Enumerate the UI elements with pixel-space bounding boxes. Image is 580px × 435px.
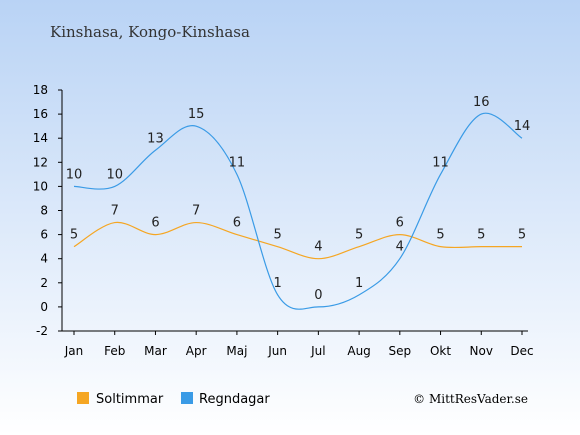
legend: Soltimmar Regndagar — [77, 392, 270, 407]
x-tick-label: Aug — [347, 344, 370, 358]
data-label-soltimmar: 4 — [314, 240, 322, 255]
y-tick-label: 6 — [40, 228, 48, 242]
legend-label-regndagar: Regndagar — [199, 392, 270, 407]
data-label-soltimmar: 7 — [192, 204, 200, 219]
series-line-regndagar — [73, 112, 523, 310]
y-tick-label: 4 — [40, 252, 48, 266]
y-tick-label: 12 — [33, 155, 48, 169]
data-label-regndagar: 11 — [432, 155, 449, 170]
data-label-regndagar: 15 — [188, 107, 205, 122]
x-tick-label: Nov — [470, 344, 493, 358]
data-label-regndagar: 10 — [66, 167, 83, 182]
data-label-soltimmar: 5 — [436, 228, 444, 243]
x-tick-label: Jul — [310, 344, 325, 358]
chart-title: Kinshasa, Kongo-Kinshasa — [50, 23, 250, 41]
y-tick-label: 2 — [40, 276, 48, 290]
data-label-soltimmar: 6 — [151, 216, 159, 231]
legend-item-soltimmar: Soltimmar — [77, 392, 164, 407]
data-label-soltimmar: 5 — [273, 228, 281, 243]
x-tick-label: Jun — [267, 344, 287, 358]
x-tick-label: Mar — [144, 344, 167, 358]
data-label-regndagar: 10 — [106, 167, 123, 182]
y-tick-label: 16 — [33, 107, 48, 121]
data-label-regndagar: 16 — [473, 95, 490, 110]
data-label-regndagar: 0 — [314, 288, 322, 303]
x-tick-label: Apr — [186, 344, 207, 358]
legend-swatch-soltimmar — [77, 392, 89, 404]
data-label-regndagar: 14 — [514, 119, 531, 134]
x-tick-label: Feb — [104, 344, 125, 358]
legend-swatch-regndagar — [181, 392, 193, 404]
series-lines — [73, 112, 523, 310]
data-label-soltimmar: 6 — [396, 216, 404, 231]
y-tick-label: 14 — [33, 131, 48, 145]
copyright-text: © MittResVader.se — [413, 392, 528, 406]
y-tick-label: -2 — [36, 324, 48, 338]
data-label-regndagar: 4 — [396, 240, 404, 255]
series-line-soltimmar — [73, 221, 523, 260]
data-label-regndagar: 13 — [147, 131, 164, 146]
data-label-soltimmar: 6 — [233, 216, 241, 231]
data-label-soltimmar: 5 — [70, 228, 78, 243]
legend-label-soltimmar: Soltimmar — [96, 392, 164, 407]
x-tick-label: Sep — [389, 344, 412, 358]
data-label-soltimmar: 7 — [111, 204, 119, 219]
data-label-soltimmar: 5 — [518, 228, 526, 243]
data-label-soltimmar: 5 — [477, 228, 485, 243]
data-label-regndagar: 1 — [273, 276, 281, 291]
x-tick-label: Jan — [64, 344, 84, 358]
x-tick-label: Dec — [510, 344, 533, 358]
data-label-regndagar: 11 — [229, 155, 246, 170]
legend-item-regndagar: Regndagar — [181, 392, 270, 407]
y-tick-label: 18 — [33, 83, 48, 97]
y-tick-label: 10 — [33, 179, 48, 193]
data-label-soltimmar: 5 — [355, 228, 363, 243]
x-tick-label: Maj — [226, 344, 247, 358]
y-tick-label: 0 — [40, 300, 48, 314]
data-label-regndagar: 1 — [355, 276, 363, 291]
x-tick-label: Okt — [430, 344, 451, 358]
y-tick-label: 8 — [40, 204, 48, 218]
